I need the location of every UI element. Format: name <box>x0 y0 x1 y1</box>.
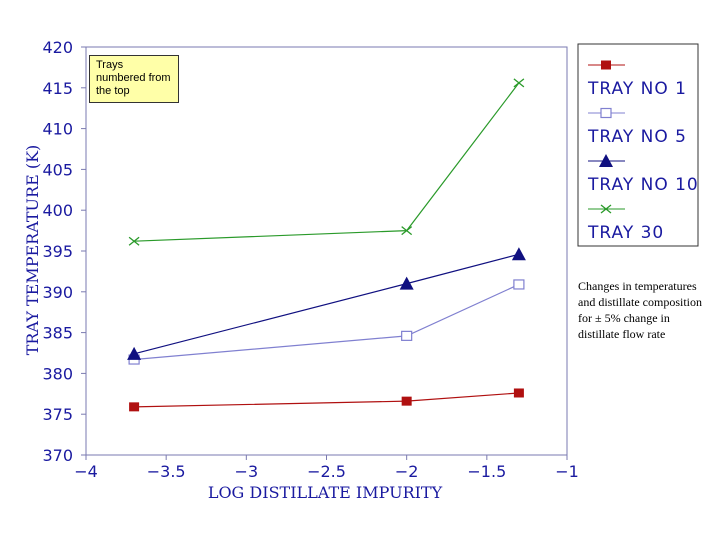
data-point <box>401 330 413 341</box>
legend-box <box>577 43 699 247</box>
y-tick-label: 370 <box>42 446 73 465</box>
data-point <box>513 388 524 398</box>
x-tick-label: −2 <box>395 462 419 481</box>
data-point <box>513 279 525 290</box>
series-line <box>134 283 520 361</box>
y-tick-label: 420 <box>42 38 73 57</box>
data-point <box>601 60 611 70</box>
legend-entry: TRAY NO 5 <box>587 127 687 147</box>
data-point <box>401 226 413 236</box>
data-point <box>511 247 526 261</box>
series-line <box>133 253 520 355</box>
y-tick-label: 410 <box>42 120 73 139</box>
y-tick-label: 395 <box>42 242 73 261</box>
legend-entry: TRAY NO 10 <box>587 175 699 195</box>
data-point <box>129 402 140 412</box>
x-tick-label: −1.5 <box>467 462 506 481</box>
legend-entry: TRAY 30 <box>587 223 664 243</box>
data-point <box>399 276 414 290</box>
data-point <box>401 396 412 406</box>
y-tick-label: 390 <box>42 283 73 302</box>
plot-frame <box>85 46 568 456</box>
data-point <box>128 236 140 246</box>
series-line <box>134 82 520 242</box>
legend-entry: TRAY NO 1 <box>587 79 687 99</box>
y-tick-label: 385 <box>42 324 73 343</box>
y-axis-title: TRAY TEMPERATURE (K) <box>23 145 42 356</box>
y-tick-label: 415 <box>42 79 73 98</box>
trays-numbering-note: Trays numbered from the top <box>89 55 179 103</box>
y-tick-label: 405 <box>42 160 73 179</box>
x-tick-label: −1 <box>555 462 579 481</box>
data-point <box>513 78 525 88</box>
x-axis-title: LOG DISTILLATE IMPURITY <box>208 483 443 502</box>
chart-caption: Changes in temperatures and distillate c… <box>578 279 702 341</box>
data-point <box>599 154 613 167</box>
x-tick-label: −2.5 <box>307 462 346 481</box>
x-tick-label: −4 <box>74 462 98 481</box>
series-line <box>134 392 519 408</box>
y-tick-label: 375 <box>42 405 73 424</box>
y-tick-label: 380 <box>42 364 73 383</box>
x-tick-label: −3 <box>235 462 259 481</box>
x-tick-label: −3.5 <box>147 462 186 481</box>
data-point <box>127 346 142 360</box>
data-point <box>600 204 612 214</box>
y-tick-label: 400 <box>42 201 73 220</box>
data-point <box>600 107 612 119</box>
legend: TRAY NO 1 TRAY NO 5 TRAY NO 10 TRAY 30 <box>577 43 699 247</box>
